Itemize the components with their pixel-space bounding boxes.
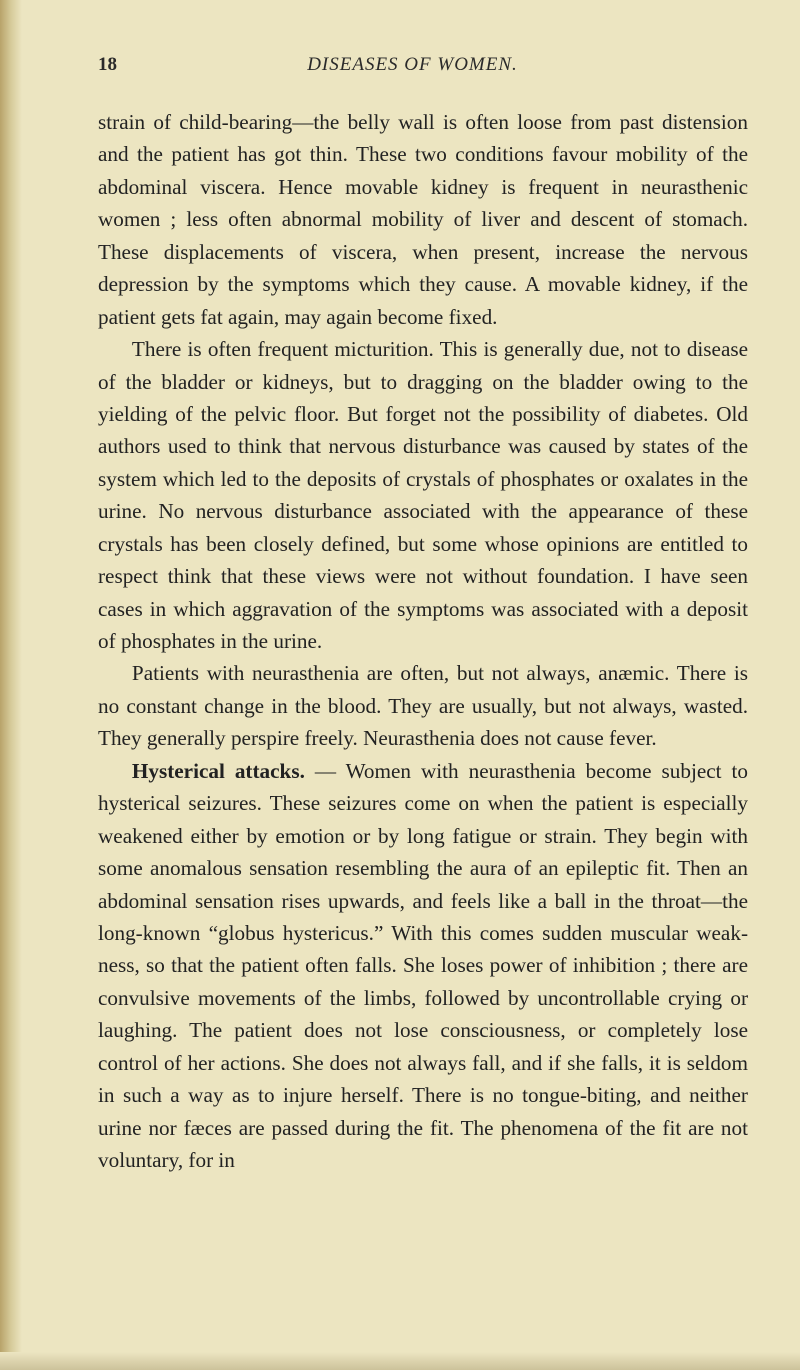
page-content: 18 DISEASES OF WOMEN. strain of child-be… xyxy=(98,54,748,1316)
running-title: DISEASES OF WOMEN. xyxy=(117,54,708,76)
paragraph-4: Hysterical attacks. — Women with neurast… xyxy=(98,755,748,1177)
page-number: 18 xyxy=(98,54,117,76)
page-binding-shadow xyxy=(0,0,22,1370)
page-bottom-shadow xyxy=(0,1352,800,1370)
paragraph-4-body: — Women with neurasthenia be­come subjec… xyxy=(98,759,748,1172)
paragraph-1: strain of child-bearing—the belly wall i… xyxy=(98,106,748,333)
section-heading-hysterical-attacks: Hysterical attacks. xyxy=(132,759,305,783)
page-header: 18 DISEASES OF WOMEN. xyxy=(98,54,748,76)
body-text: strain of child-bearing—the belly wall i… xyxy=(98,106,748,1176)
paragraph-2: There is often frequent micturition. Thi… xyxy=(98,333,748,657)
paragraph-3: Patients with neurasthenia are often, bu… xyxy=(98,657,748,754)
